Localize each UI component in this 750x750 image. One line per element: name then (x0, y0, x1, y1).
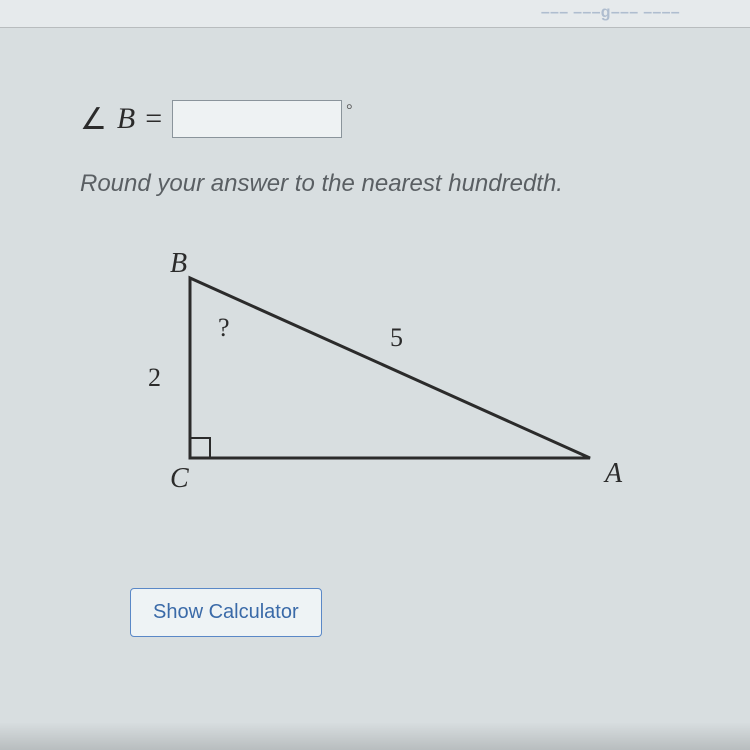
show-calculator-button[interactable]: Show Calculator (130, 588, 322, 637)
vertex-a-label: A (605, 458, 622, 490)
vertex-c-label: C (170, 463, 189, 495)
vertex-b-label: B (170, 248, 187, 280)
header-crop-text: ––– –––g––– –––– (541, 4, 680, 22)
problem-content: ∠ B = ° Round your answer to the nearest … (0, 0, 750, 637)
triangle-figure: B C A 2 5 ? (130, 258, 650, 538)
equals-sign: = (145, 102, 162, 136)
degree-symbol: ° (346, 102, 352, 120)
angle-b-mark: ? (218, 313, 230, 343)
equation-row: ∠ B = ° (80, 100, 690, 138)
triangle-svg (130, 258, 650, 518)
bottom-vignette (0, 722, 750, 750)
answer-input[interactable] (172, 100, 342, 138)
angle-symbol: ∠ (80, 102, 107, 137)
side-bc-label: 2 (148, 363, 161, 393)
side-ba-label: 5 (390, 323, 403, 353)
right-angle-marker (190, 438, 210, 458)
instruction-text: Round your answer to the nearest hundred… (80, 170, 690, 198)
angle-variable: B (117, 102, 135, 136)
header-bar: ––– –––g––– –––– (0, 0, 750, 28)
triangle-shape (190, 278, 590, 458)
